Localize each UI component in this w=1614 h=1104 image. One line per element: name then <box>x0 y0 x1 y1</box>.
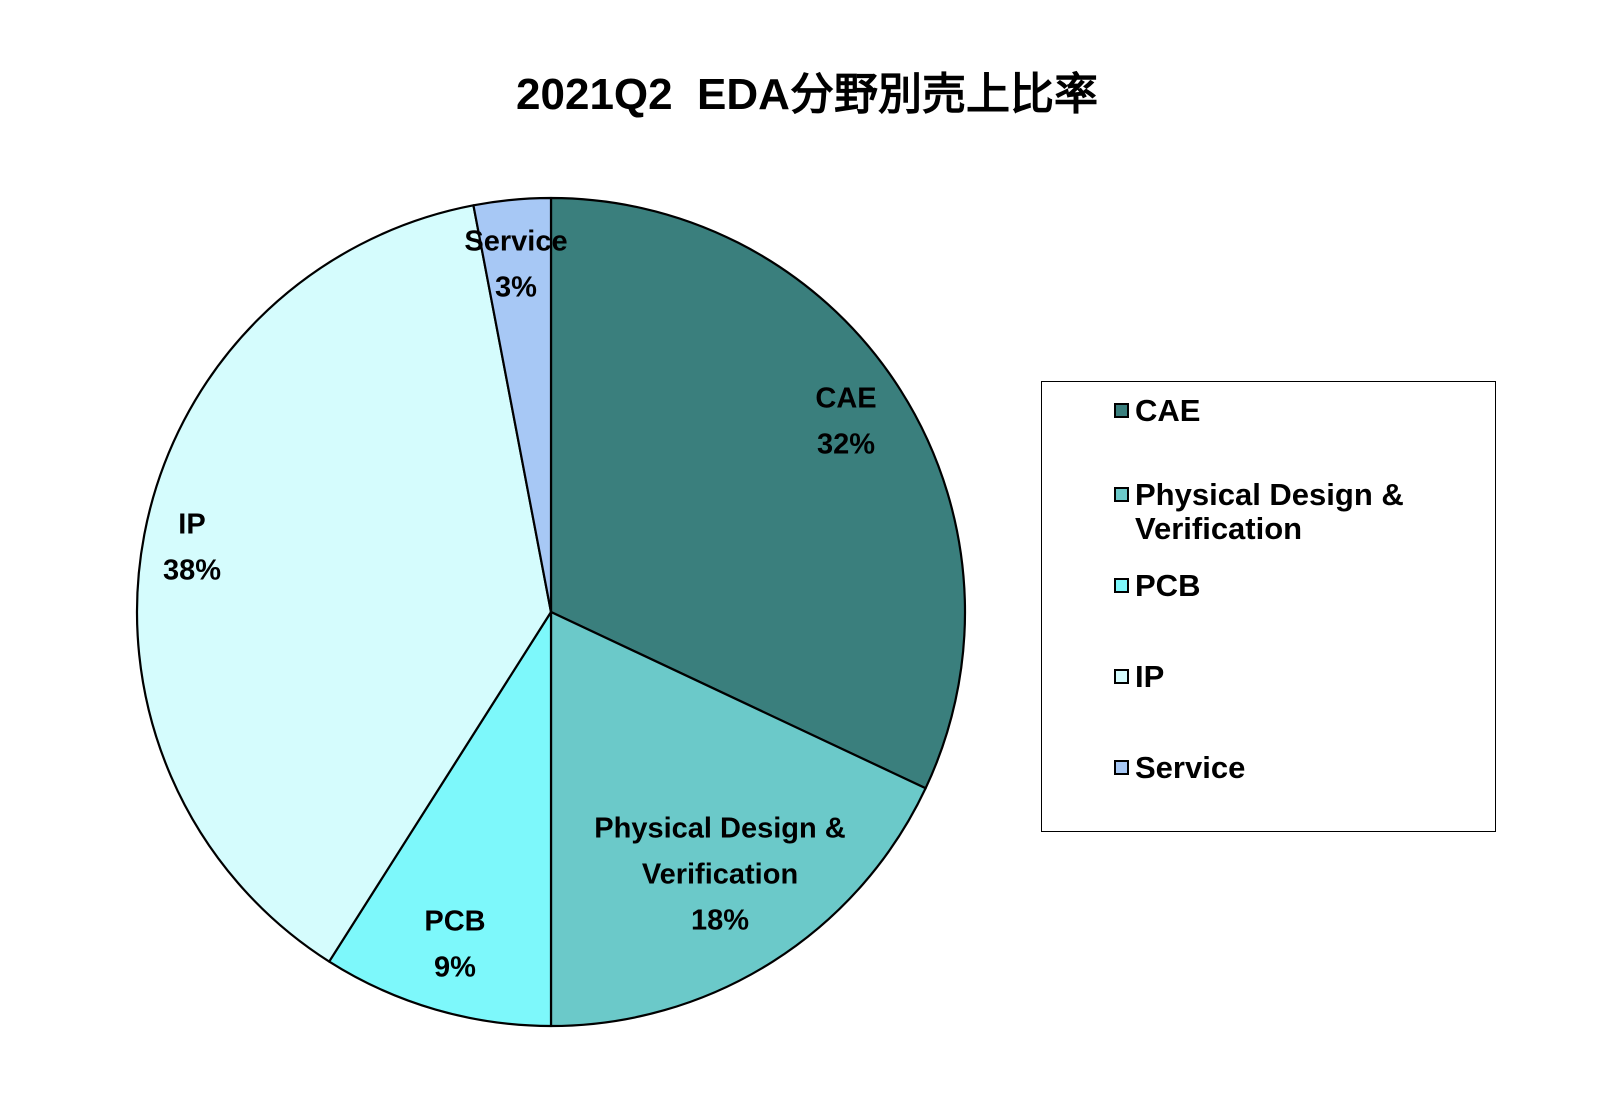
legend: CAE Physical Design & Verification PCB I… <box>1041 381 1496 832</box>
slice-label-cae: CAE <box>815 383 876 415</box>
legend-item-physical-design-verification: Physical Design & Verification <box>1114 478 1435 546</box>
legend-item-cae: CAE <box>1114 394 1435 428</box>
legend-label-service: Service <box>1135 750 1246 785</box>
slice-percent-cae: 32% <box>817 429 875 461</box>
pie-slice-physical-design-verification <box>549 610 927 1028</box>
legend-item-ip: IP <box>1114 660 1435 694</box>
legend-item-pcb: PCB <box>1114 569 1435 603</box>
slice-percent-physical-design-verification: 18% <box>691 905 749 937</box>
slice-label-physical-design-verification: Physical Design & <box>594 813 845 845</box>
legend-swatch-service <box>1114 760 1129 775</box>
legend-label-pcb: PCB <box>1135 568 1201 603</box>
slice-label-ip: IP <box>178 509 205 541</box>
slice-label-physical-design-verification-line2: Verification <box>642 859 798 891</box>
pie-slice-cae <box>549 196 967 790</box>
legend-label-physical-design-verification: Physical Design & Verification <box>1135 477 1404 546</box>
pie-slice-service <box>472 196 553 614</box>
slice-percent-ip: 38% <box>163 555 221 587</box>
slice-label-pcb: PCB <box>424 906 485 938</box>
legend-swatch-ip <box>1114 669 1129 684</box>
slice-label-service: Service <box>464 226 567 258</box>
legend-swatch-physical-design-verification <box>1114 487 1129 502</box>
chart-title: 2021Q2 EDA分野別売上比率 <box>516 70 1098 119</box>
legend-label-ip: IP <box>1135 659 1165 694</box>
pie-slice-pcb <box>328 610 553 1028</box>
legend-swatch-cae <box>1114 403 1129 418</box>
legend-swatch-pcb <box>1114 578 1129 593</box>
pie-slice-ip <box>135 204 553 963</box>
legend-label-cae: CAE <box>1135 393 1201 428</box>
legend-item-service: Service <box>1114 751 1435 785</box>
slice-percent-pcb: 9% <box>434 952 476 984</box>
slice-percent-service: 3% <box>495 272 537 304</box>
